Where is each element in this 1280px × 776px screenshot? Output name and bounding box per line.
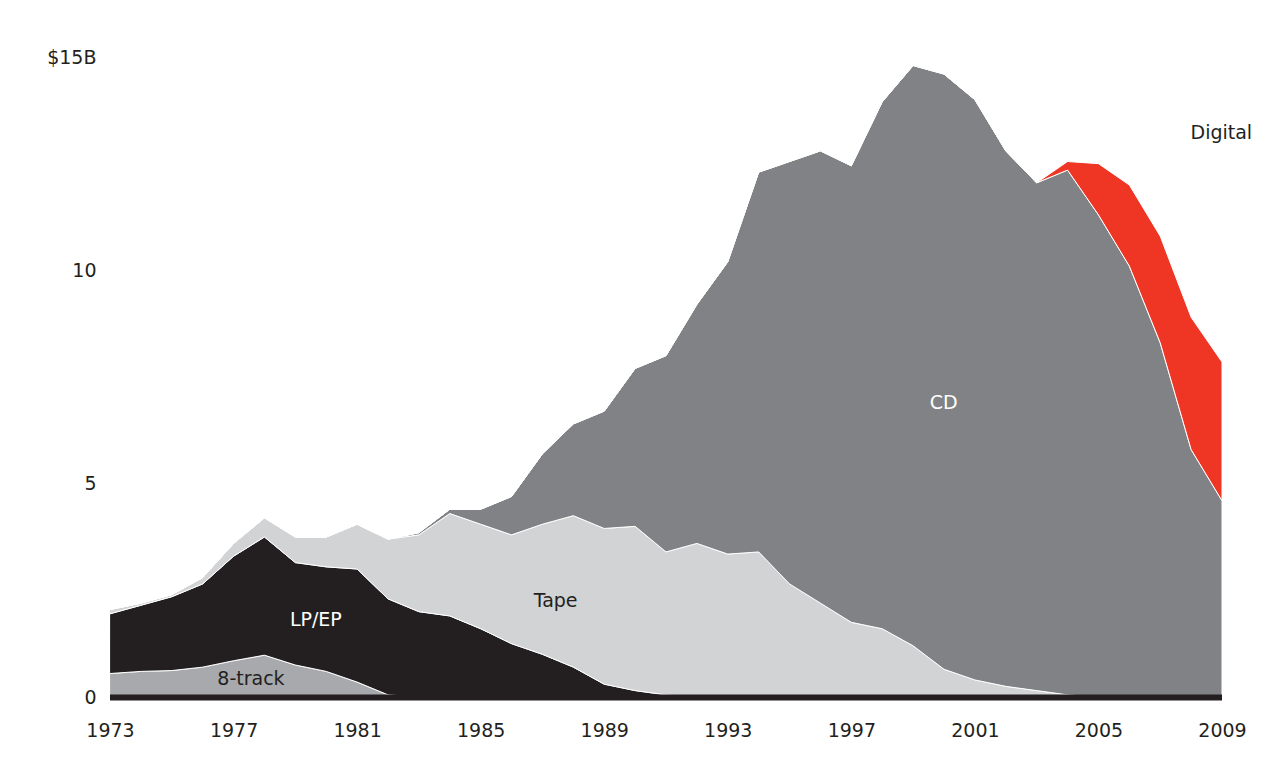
svg-text:2009: 2009: [1198, 719, 1246, 741]
svg-text:Tape: Tape: [533, 589, 578, 611]
svg-text:2001: 2001: [951, 719, 999, 741]
svg-text:0: 0: [84, 686, 96, 708]
svg-text:8-track: 8-track: [217, 667, 284, 689]
svg-text:CD: CD: [930, 391, 958, 413]
svg-text:Digital: Digital: [1191, 121, 1253, 143]
svg-text:1989: 1989: [581, 719, 629, 741]
svg-text:1985: 1985: [457, 719, 505, 741]
svg-text:1997: 1997: [828, 719, 876, 741]
svg-text:1981: 1981: [333, 719, 381, 741]
svg-text:5: 5: [84, 472, 96, 494]
svg-text:$15B: $15B: [47, 46, 96, 68]
svg-text:1977: 1977: [210, 719, 258, 741]
svg-text:1973: 1973: [86, 719, 134, 741]
svg-text:1993: 1993: [704, 719, 752, 741]
svg-text:LP/EP: LP/EP: [290, 608, 342, 630]
svg-text:10: 10: [72, 259, 96, 281]
svg-text:2005: 2005: [1075, 719, 1123, 741]
